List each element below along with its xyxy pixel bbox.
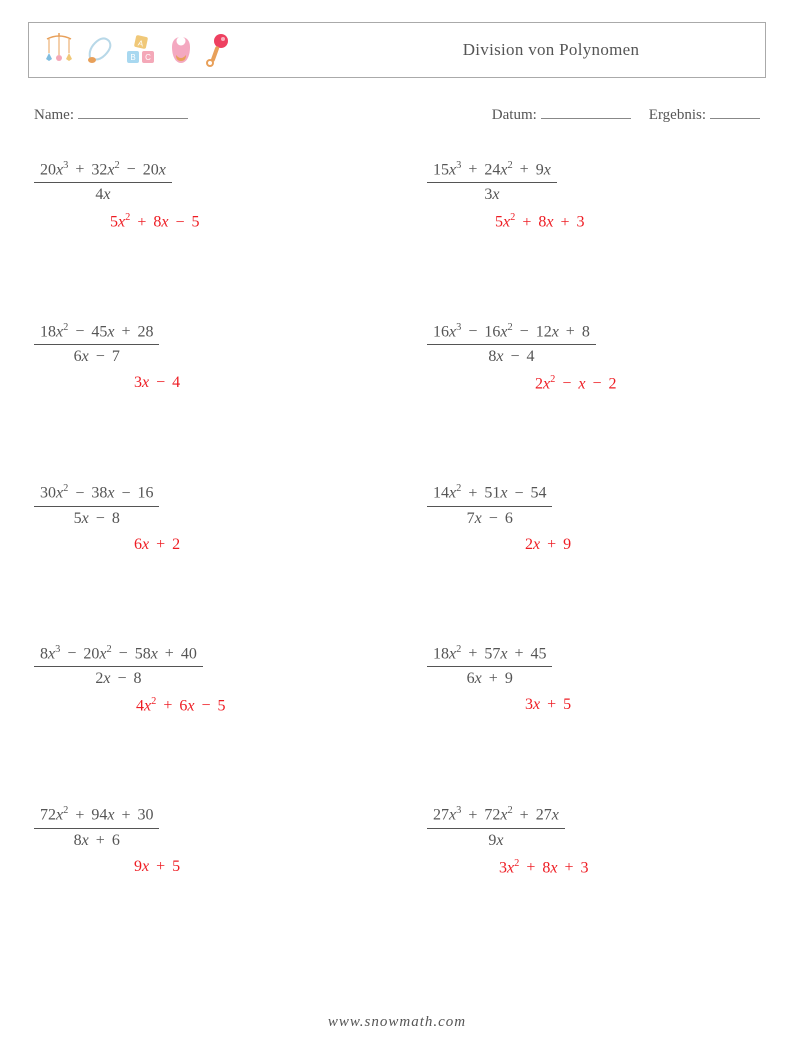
answer: 2x2 − x − 2	[427, 374, 616, 393]
numerator: 27x3 + 72x2 + 27x	[427, 803, 565, 826]
worksheet-page: A B C Division von Polynomen Name: Dat	[0, 0, 794, 1053]
svg-text:C: C	[145, 53, 151, 62]
date-blank[interactable]	[541, 104, 631, 119]
fraction: 30x2 − 38x − 16 5x − 8	[34, 481, 159, 529]
problem: 8x3 − 20x2 − 58x + 40 2x − 8 4x2 + 6x − 5	[34, 642, 387, 716]
denominator: 2x − 8	[89, 668, 147, 690]
numerator: 14x2 + 51x − 54	[427, 481, 552, 504]
denominator: 8x + 6	[68, 830, 126, 852]
meta-row: Name: Datum: Ergebnis:	[34, 104, 760, 124]
footer-text: www.snowmath.com	[0, 1014, 794, 1031]
problem: 27x3 + 72x2 + 27x 9x 3x2 + 8x + 3	[407, 803, 760, 877]
blocks-icon: A B C	[125, 33, 157, 67]
fraction: 8x3 − 20x2 − 58x + 40 2x − 8	[34, 642, 203, 690]
fraction-bar	[427, 828, 565, 829]
problem: 16x3 − 16x2 − 12x + 8 8x − 4 2x2 − x − 2	[407, 320, 760, 394]
answer: 3x − 4	[34, 374, 180, 392]
problem: 14x2 + 51x − 54 7x − 6 2x + 9	[407, 481, 760, 553]
pin-icon	[85, 33, 115, 67]
answer: 3x2 + 8x + 3	[427, 858, 588, 877]
fraction-bar	[34, 828, 159, 829]
problems-grid: 20x3 + 32x2 − 20x 4x 5x2 + 8x − 5 15x3 + 24…	[28, 158, 766, 877]
problem: 18x2 − 45x + 28 6x − 7 3x − 4	[34, 320, 387, 394]
name-label: Name:	[34, 107, 74, 124]
answer: 5x2 + 8x − 5	[34, 212, 199, 231]
denominator: 9x	[482, 830, 509, 852]
answer: 9x + 5	[34, 858, 180, 876]
fraction: 20x3 + 32x2 − 20x 4x	[34, 158, 172, 206]
fraction: 14x2 + 51x − 54 7x − 6	[427, 481, 552, 529]
fraction: 16x3 − 16x2 − 12x + 8 8x − 4	[427, 320, 596, 368]
denominator: 6x − 7	[68, 346, 126, 368]
numerator: 30x2 − 38x − 16	[34, 481, 159, 504]
fraction: 18x2 + 57x + 45 6x + 9	[427, 642, 552, 690]
problem: 15x3 + 24x2 + 9x 3x 5x2 + 8x + 3	[407, 158, 760, 232]
fraction-bar	[34, 506, 159, 507]
fraction-bar	[427, 344, 596, 345]
numerator: 20x3 + 32x2 − 20x	[34, 158, 172, 181]
worksheet-title: Division von Polynomen	[231, 40, 751, 60]
header-box: A B C Division von Polynomen	[28, 22, 766, 78]
score-blank[interactable]	[710, 104, 760, 119]
problem: 72x2 + 94x + 30 8x + 6 9x + 5	[34, 803, 387, 877]
answer: 5x2 + 8x + 3	[427, 212, 584, 231]
denominator: 6x + 9	[461, 668, 519, 690]
denominator: 8x − 4	[482, 346, 540, 368]
numerator: 18x2 − 45x + 28	[34, 320, 159, 343]
problem: 18x2 + 57x + 45 6x + 9 3x + 5	[407, 642, 760, 716]
numerator: 72x2 + 94x + 30	[34, 803, 159, 826]
fraction: 15x3 + 24x2 + 9x 3x	[427, 158, 557, 206]
numerator: 18x2 + 57x + 45	[427, 642, 552, 665]
fraction-bar	[427, 506, 552, 507]
numerator: 15x3 + 24x2 + 9x	[427, 158, 557, 181]
fraction-bar	[427, 666, 552, 667]
answer: 6x + 2	[34, 536, 180, 554]
bib-icon	[167, 33, 195, 67]
name-blank[interactable]	[78, 104, 188, 119]
score-label: Ergebnis:	[649, 107, 706, 124]
denominator: 3x	[478, 184, 505, 206]
fraction-bar	[427, 182, 557, 183]
header-icons: A B C	[43, 32, 231, 68]
fraction: 27x3 + 72x2 + 27x 9x	[427, 803, 565, 851]
problem: 30x2 − 38x − 16 5x − 8 6x + 2	[34, 481, 387, 553]
rattle-icon	[205, 32, 231, 68]
fraction: 18x2 − 45x + 28 6x − 7	[34, 320, 159, 368]
answer: 2x + 9	[427, 536, 571, 554]
fraction-bar	[34, 666, 203, 667]
answer: 3x + 5	[427, 696, 571, 714]
mobile-icon	[43, 33, 75, 67]
svg-text:B: B	[130, 53, 135, 62]
fraction: 72x2 + 94x + 30 8x + 6	[34, 803, 159, 851]
answer: 4x2 + 6x − 5	[34, 696, 225, 715]
fraction-bar	[34, 344, 159, 345]
denominator: 7x − 6	[461, 508, 519, 530]
denominator: 4x	[89, 184, 116, 206]
numerator: 16x3 − 16x2 − 12x + 8	[427, 320, 596, 343]
numerator: 8x3 − 20x2 − 58x + 40	[34, 642, 203, 665]
problem: 20x3 + 32x2 − 20x 4x 5x2 + 8x − 5	[34, 158, 387, 232]
denominator: 5x − 8	[68, 508, 126, 530]
fraction-bar	[34, 182, 172, 183]
date-label: Datum:	[492, 107, 537, 124]
